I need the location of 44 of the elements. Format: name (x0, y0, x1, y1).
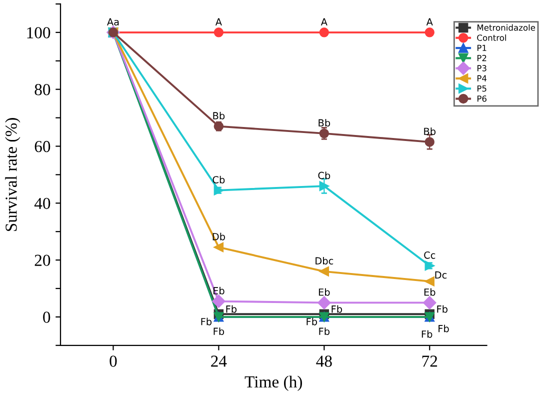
x-tick-label: 24 (211, 356, 227, 367)
annotation: Fb (422, 330, 432, 338)
annotation: Eb (424, 288, 436, 296)
annotation: Cc (424, 251, 436, 259)
legend-label: P4 (477, 75, 487, 82)
annotation: Eb (318, 288, 330, 296)
annotation: Fb (214, 328, 224, 336)
legend-label: P3 (477, 65, 486, 72)
annotation: Cb (212, 176, 225, 184)
legend-label: Control (477, 34, 506, 41)
x-tick-label: 72 (422, 356, 438, 367)
legend-label: Metronidazole (477, 24, 536, 31)
annotation: Fb (437, 305, 448, 313)
x-axis-title: Time (h) (244, 376, 302, 391)
annotation: Fb (201, 318, 212, 326)
x-tick-label: 48 (316, 356, 332, 367)
annotation: Fb (319, 328, 330, 336)
y-tick-label: 20 (34, 254, 50, 266)
legend-label: P1 (477, 44, 486, 51)
legend-label: P6 (477, 95, 486, 102)
annotation: Dc (435, 271, 447, 279)
annotation: Aa (107, 18, 119, 26)
annotation: Cb (318, 172, 330, 180)
annotation: Fb (226, 305, 237, 313)
annotation: Fb (332, 305, 342, 313)
annotation: Bb (424, 128, 436, 136)
legend-label: P5 (477, 85, 486, 92)
y-tick-label: 0 (43, 312, 50, 323)
annotation: Bb (213, 112, 225, 120)
y-tick-label: 60 (34, 140, 50, 152)
y-tick-label: 100 (27, 27, 50, 38)
y-axis-title: Survival rate (%) (5, 118, 20, 231)
legend-label: P2 (477, 54, 486, 62)
x-tick-label: 0 (110, 356, 117, 367)
y-tick-label: 40 (34, 198, 50, 210)
annotation: Bb (318, 119, 330, 127)
annotation: Eb (213, 286, 224, 294)
annotation: A (320, 18, 328, 26)
annotation: A (215, 18, 222, 26)
annotation: Fb (438, 324, 449, 332)
annotation: A (426, 18, 433, 26)
annotation: Fb (306, 318, 318, 326)
annotation: Dbc (316, 256, 334, 265)
y-tick-label: 80 (34, 84, 50, 96)
